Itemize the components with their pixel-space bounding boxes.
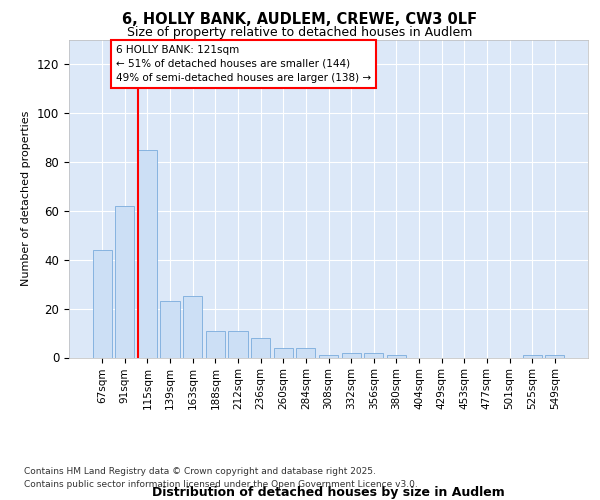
Text: Contains public sector information licensed under the Open Government Licence v3: Contains public sector information licen… <box>24 480 418 489</box>
Bar <box>364 352 383 358</box>
Text: Contains HM Land Registry data © Crown copyright and database right 2025.: Contains HM Land Registry data © Crown c… <box>24 467 376 476</box>
Text: 6 HOLLY BANK: 121sqm
← 51% of detached houses are smaller (144)
49% of semi-deta: 6 HOLLY BANK: 121sqm ← 51% of detached h… <box>116 45 371 83</box>
Bar <box>138 150 157 358</box>
Bar <box>274 348 293 358</box>
Bar <box>545 355 565 358</box>
Bar <box>115 206 134 358</box>
X-axis label: Distribution of detached houses by size in Audlem: Distribution of detached houses by size … <box>152 486 505 498</box>
Bar <box>387 355 406 358</box>
Bar <box>523 355 542 358</box>
Y-axis label: Number of detached properties: Number of detached properties <box>22 111 31 286</box>
Bar <box>251 338 270 357</box>
Bar <box>92 250 112 358</box>
Bar <box>206 330 225 357</box>
Bar <box>160 302 180 358</box>
Bar <box>296 348 316 358</box>
Bar <box>183 296 202 358</box>
Text: Size of property relative to detached houses in Audlem: Size of property relative to detached ho… <box>127 26 473 39</box>
Bar <box>229 330 248 357</box>
Bar <box>319 355 338 358</box>
Bar <box>341 352 361 358</box>
Text: 6, HOLLY BANK, AUDLEM, CREWE, CW3 0LF: 6, HOLLY BANK, AUDLEM, CREWE, CW3 0LF <box>122 12 478 28</box>
